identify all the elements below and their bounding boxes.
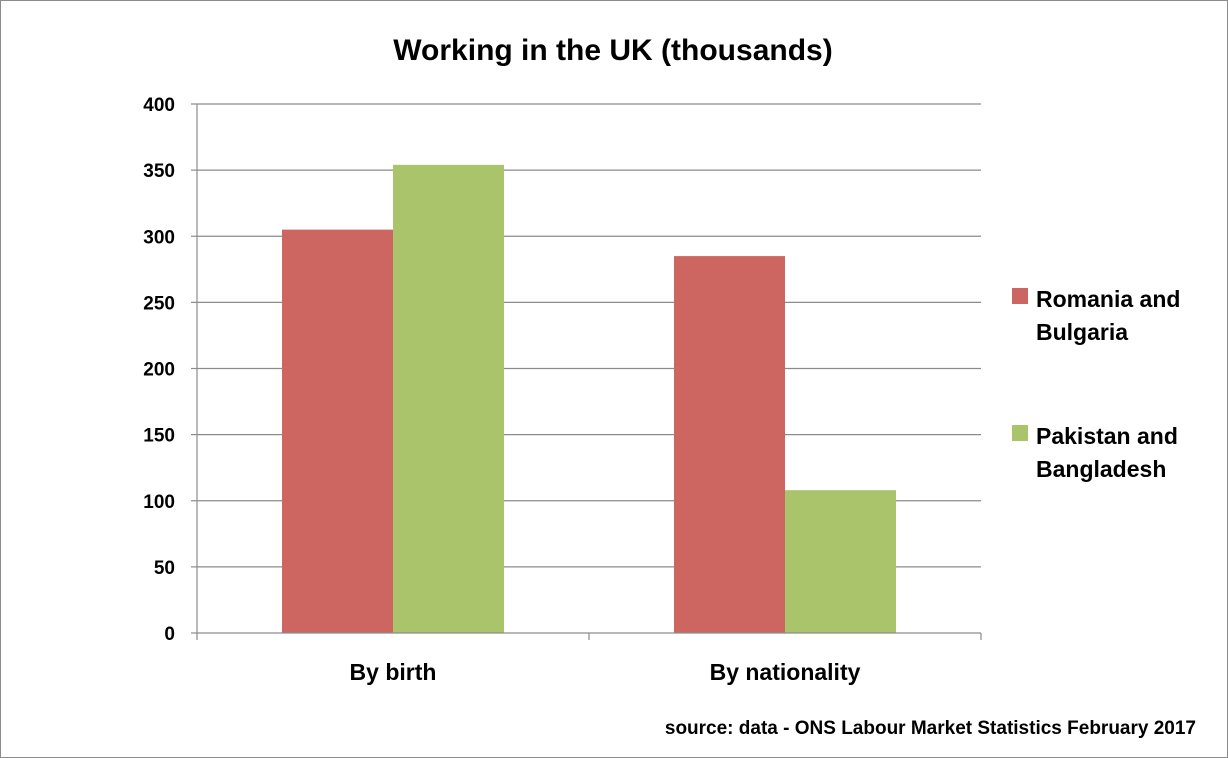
- legend-swatch: [1012, 288, 1028, 304]
- bar-pakistan-bangladesh-0: [393, 164, 504, 633]
- y-tick-label: 350: [143, 161, 175, 182]
- legend-label: Bangladesh: [1036, 456, 1166, 482]
- source-note: source: data - ONS Labour Market Statist…: [665, 718, 1196, 739]
- y-tick-label: 200: [143, 360, 175, 381]
- legend-label: Romania and: [1036, 286, 1180, 312]
- y-tick-label: 300: [143, 227, 175, 248]
- chart-title: Working in the UK (thousands): [393, 34, 832, 67]
- x-category-label: By nationality: [710, 659, 861, 685]
- y-tick-label: 0: [164, 624, 175, 645]
- legend-swatch: [1012, 425, 1028, 441]
- y-tick-label: 50: [154, 558, 175, 579]
- bar-romania-bulgaria-1: [674, 256, 785, 633]
- y-tick-label: 100: [143, 492, 175, 513]
- y-tick-label: 150: [143, 426, 175, 447]
- y-tick-label: 400: [143, 95, 175, 116]
- axes: 0 50 100 150 200 250 300 350 400 By birth By natio…: [143, 95, 982, 685]
- bar-pakistan-bangladesh-1: [785, 490, 896, 633]
- y-tick-label: 250: [143, 293, 175, 314]
- legend-label: Bulgaria: [1036, 319, 1128, 345]
- legend: Romania and Bulgaria Pakistan and Banglades…: [1012, 286, 1180, 482]
- legend-label: Pakistan and: [1036, 423, 1178, 449]
- x-category-label: By birth: [350, 659, 437, 685]
- bar-romania-bulgaria-0: [282, 229, 393, 633]
- bars: [282, 164, 896, 633]
